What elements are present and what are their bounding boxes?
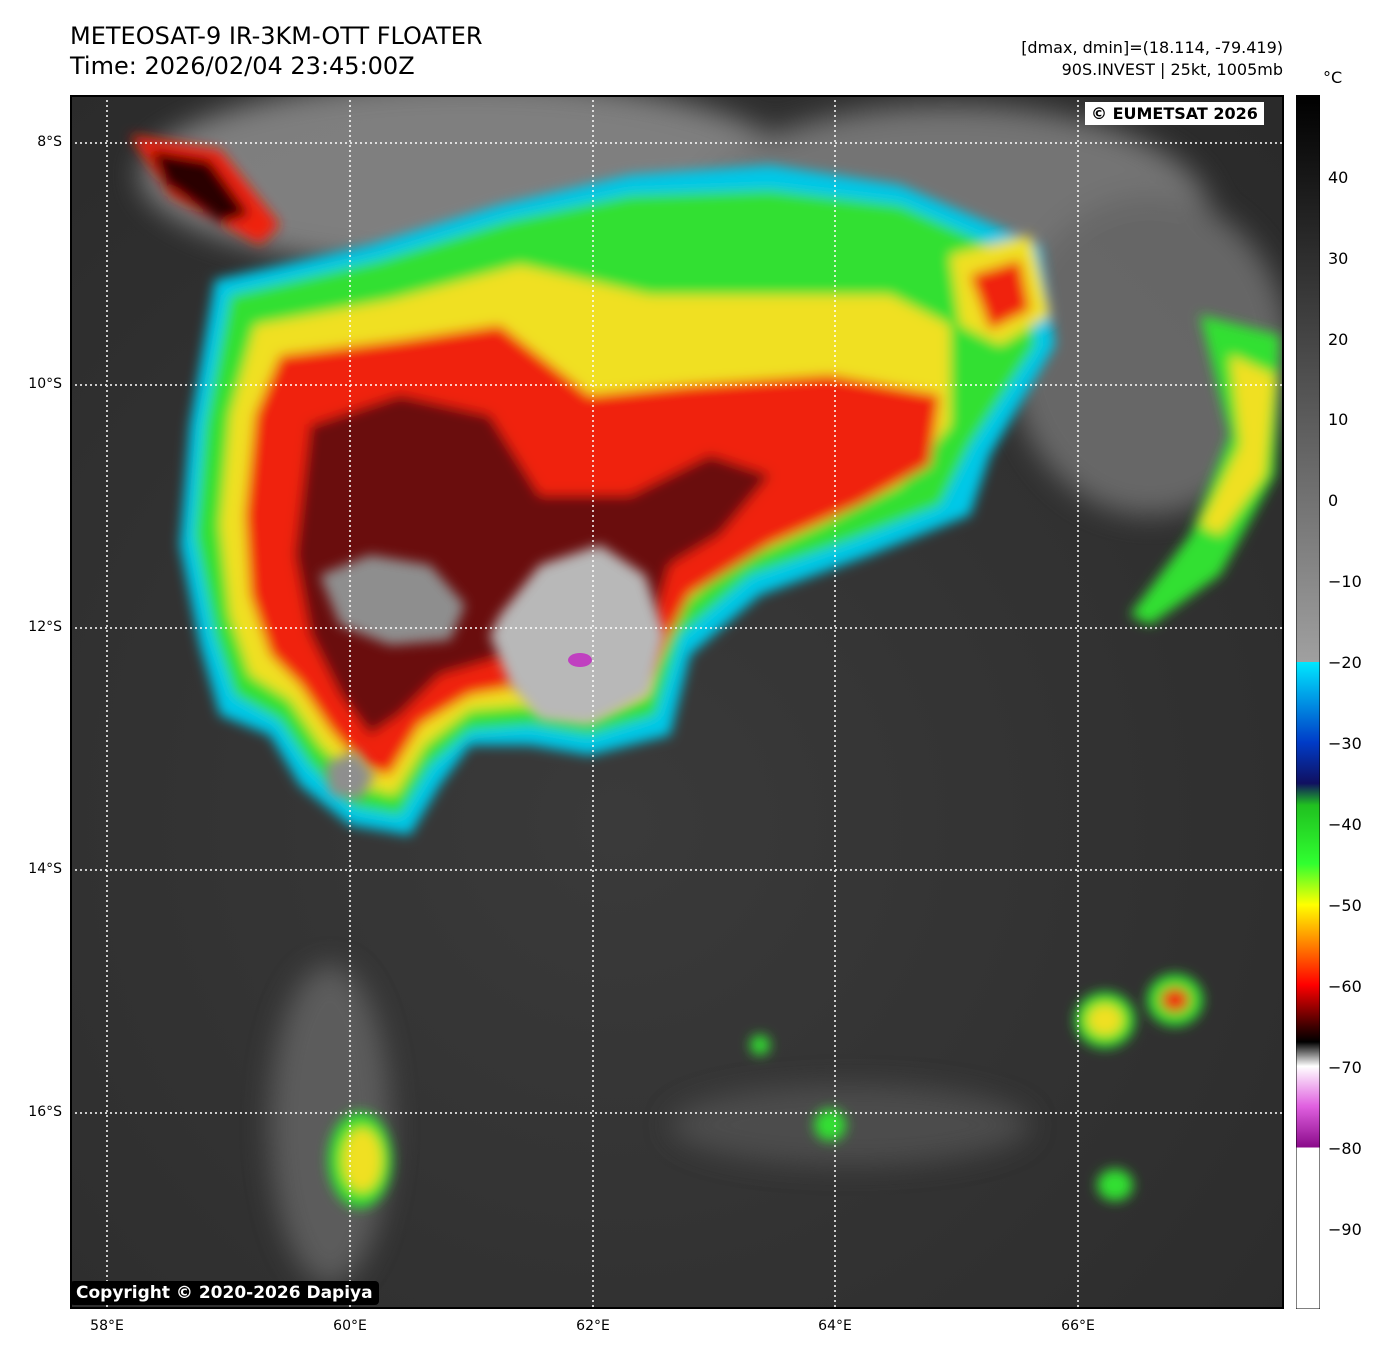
lat-label-10s: 10°S [28,376,62,392]
data-range-stats: [dmax, dmin]=(18.114, -79.419) [1021,38,1283,57]
colorbar-tick-minus80: −80 [1328,1139,1362,1158]
lat-label-14s: 14°S [28,861,62,877]
colorbar-tick-minus30: −30 [1328,734,1362,753]
colorbar-unit: °C [1323,68,1343,87]
dapiya-watermark: Copyright © 2020-2026 Dapiya [70,1281,379,1305]
colorbar-tick-minus50: −50 [1328,896,1362,915]
lon-label-66e: 66°E [1061,1318,1095,1334]
storm-info: 90S.INVEST | 25kt, 1005mb [1061,60,1283,79]
temperature-colorbar [1296,95,1320,1309]
colorbar-tick-minus10: −10 [1328,572,1362,591]
map-title: METEOSAT-9 IR-3KM-OTT FLOATER [70,22,483,50]
lat-lon-grid [70,95,1284,1309]
convective-cloud-mass [130,135,1280,1208]
colorbar-tick-minus60: −60 [1328,977,1362,996]
map-frame [70,95,1284,1309]
lon-label-60e: 60°E [333,1318,367,1334]
eumetsat-watermark: © EUMETSAT 2026 [1085,102,1264,125]
lat-label-16s: 16°S [28,1104,62,1120]
coldest-cloud-tops [320,545,665,800]
colorbar-tick-10: 10 [1328,410,1349,429]
lon-label-64e: 64°E [818,1318,852,1334]
lon-label-62e: 62°E [576,1318,610,1334]
colorbar-tick-minus40: −40 [1328,815,1362,834]
colorbar-tick-minus90: −90 [1328,1220,1362,1239]
lat-label-12s: 12°S [28,619,62,635]
map-time: Time: 2026/02/04 23:45:00Z [70,52,415,80]
colorbar-tick-minus70: −70 [1328,1058,1362,1077]
colorbar-tick-40: 40 [1328,168,1349,187]
satellite-map [70,95,1284,1309]
colorbar-tick-0: 0 [1328,491,1339,510]
lon-label-58e: 58°E [90,1318,124,1334]
colorbar-tick-30: 30 [1328,249,1349,268]
colorbar-tick-minus20: −20 [1328,653,1362,672]
lat-label-8s: 8°S [37,134,62,150]
colorbar-tick-20: 20 [1328,330,1349,349]
